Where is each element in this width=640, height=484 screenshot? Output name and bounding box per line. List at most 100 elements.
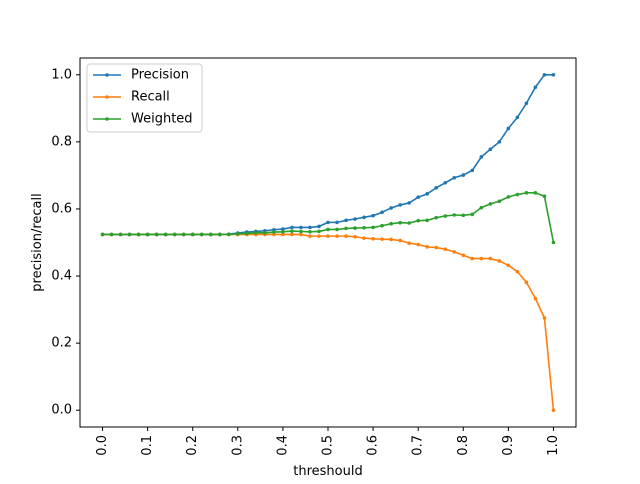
weighted-point: [515, 192, 520, 197]
weighted-point: [380, 223, 384, 228]
precision-point: [434, 186, 439, 190]
weighted-point: [281, 229, 285, 234]
legend-item-recall: Recall: [93, 90, 170, 105]
recall-point: [362, 236, 366, 240]
precision-point: [452, 175, 457, 180]
precision-point: [290, 225, 294, 230]
precision-point: [362, 215, 366, 220]
weighted-point: [497, 199, 502, 204]
recall-point: [407, 241, 411, 245]
recall-point: [371, 237, 375, 241]
weighted-point: [416, 218, 420, 223]
weighted-point: [172, 232, 177, 237]
precision-point: [281, 227, 285, 231]
recall-point: [416, 242, 420, 247]
weighted-point: [290, 229, 294, 233]
x-axis-label: threshould: [293, 464, 362, 479]
precision-point: [497, 140, 502, 144]
precision-point: [335, 220, 339, 225]
recall-point: [470, 256, 475, 261]
weighted-point: [109, 232, 114, 237]
recall-point: [452, 250, 457, 254]
weighted-point: [470, 212, 475, 217]
recall-point: [425, 245, 430, 249]
recall-point: [290, 232, 294, 237]
precision-point: [533, 85, 538, 89]
precision-point: [506, 126, 511, 131]
recall-point: [299, 232, 303, 237]
precision-point: [353, 217, 357, 221]
x-tick-label: 0.8: [456, 435, 471, 456]
y-tick-label: 0.6: [51, 201, 72, 216]
y-tick-label: 1.0: [51, 67, 72, 82]
recall-point: [551, 408, 556, 413]
weighted-point: [326, 227, 330, 232]
weighted-point: [479, 205, 484, 210]
recall-point: [461, 253, 466, 258]
weighted-point: [335, 227, 339, 232]
weighted-point: [524, 191, 529, 195]
precision-point: [542, 72, 547, 77]
weighted-point: [362, 225, 366, 230]
recall-point: [281, 232, 285, 237]
y-tick-label: 0.0: [51, 403, 72, 418]
weighted-point: [217, 232, 222, 237]
recall-point: [335, 234, 339, 238]
recall-point: [443, 247, 448, 252]
weighted-point: [190, 232, 195, 237]
weighted-point: [353, 226, 357, 230]
precision-point: [389, 206, 393, 210]
legend-marker: [105, 73, 109, 77]
weighted-point: [452, 213, 457, 217]
legend-marker: [105, 117, 109, 121]
y-tick-label: 0.4: [51, 269, 72, 284]
legend-item-precision: Precision: [93, 68, 189, 83]
weighted-point: [136, 232, 141, 237]
x-tick-label: 1.0: [546, 435, 561, 456]
precision-point: [308, 225, 312, 230]
recall-point: [380, 237, 384, 241]
recall-point: [497, 259, 502, 263]
precision-point: [326, 220, 330, 225]
weighted-point: [118, 232, 123, 237]
legend-marker: [105, 95, 109, 99]
y-tick-label: 0.2: [51, 336, 72, 351]
legend: Precision Recall Weighted: [86, 63, 203, 133]
weighted-point: [317, 229, 321, 234]
y-axis-label: precision/recall: [30, 193, 45, 291]
recall-point: [326, 234, 330, 238]
weighted-point: [208, 232, 213, 237]
weighted-point: [461, 213, 466, 218]
weighted-point: [163, 232, 168, 237]
weighted-point: [100, 232, 105, 237]
legend-item-weighted: Weighted: [93, 112, 193, 127]
recall-point: [434, 245, 439, 250]
precision-point: [515, 115, 520, 120]
legend-label: Recall: [131, 90, 170, 105]
recall-point: [533, 296, 538, 301]
precision-point: [317, 224, 321, 229]
recall-point: [317, 234, 321, 238]
precision-point: [416, 195, 420, 200]
recall-point: [542, 316, 547, 320]
recall-point: [389, 237, 393, 242]
weighted-point: [344, 226, 348, 231]
precision-point: [488, 147, 493, 152]
legend-label: Weighted: [131, 112, 193, 127]
weighted-point: [398, 220, 402, 225]
weighted-point: [551, 240, 556, 245]
x-tick-label: 0.2: [185, 435, 200, 456]
x-tick-label: 0.4: [275, 435, 290, 456]
x-tick-label: 0.5: [321, 435, 336, 456]
weighted-point: [199, 232, 204, 237]
weighted-point: [542, 194, 547, 199]
series-layer: [100, 72, 556, 413]
precision-point: [299, 225, 303, 230]
weighted-point: [407, 221, 411, 225]
weighted-point: [245, 231, 249, 236]
weighted-point: [236, 231, 240, 236]
weighted-point: [254, 230, 258, 235]
precision-point: [470, 168, 475, 173]
weighted-point: [145, 232, 150, 237]
